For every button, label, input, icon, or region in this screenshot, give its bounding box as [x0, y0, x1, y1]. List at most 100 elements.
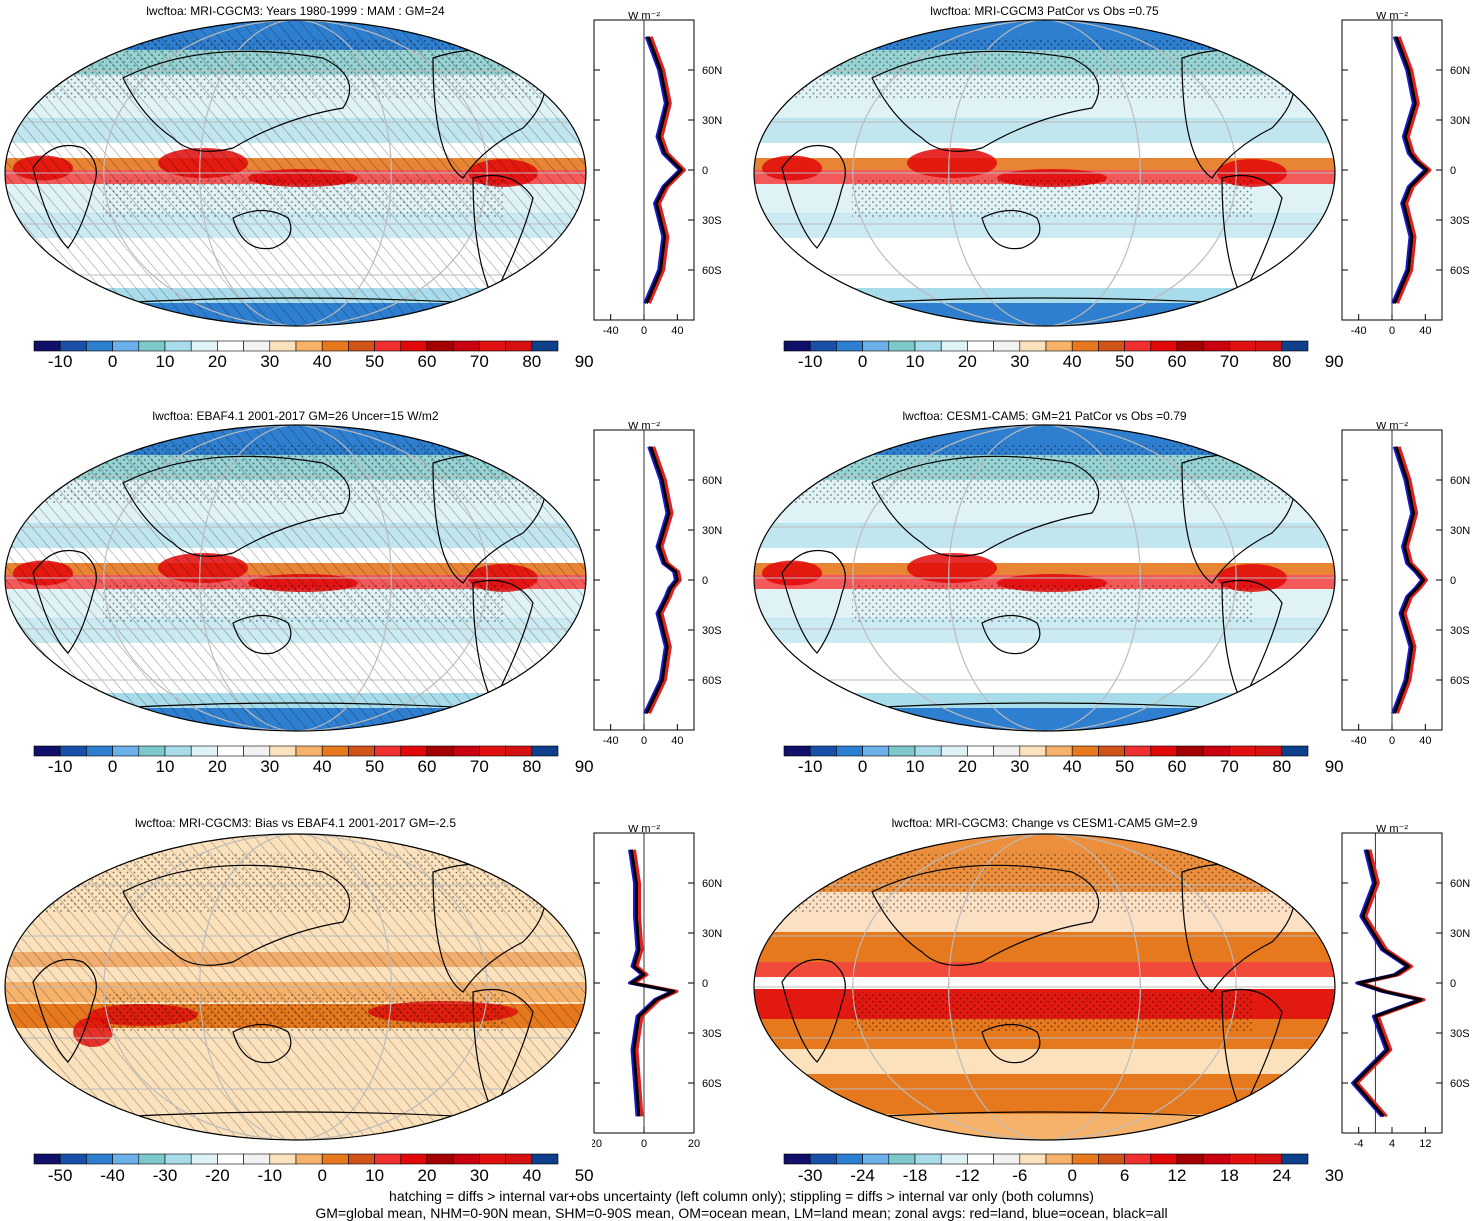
- colorbar-swatch: [1281, 1153, 1309, 1165]
- colorbar-swatch: [348, 340, 375, 352]
- colorbar-swatch: [1176, 1153, 1204, 1165]
- colorbar-label: 30: [1010, 352, 1030, 371]
- colorbar-label: 60: [1167, 757, 1187, 776]
- colorbar-label: 30: [1010, 757, 1030, 776]
- colorbar-swatch: [217, 1153, 244, 1165]
- colorbar-swatch: [426, 340, 454, 352]
- colorbar-swatch: [809, 745, 837, 757]
- colorbar-swatch: [1098, 745, 1125, 757]
- colorbar-swatch: [217, 340, 244, 352]
- footer-line-2: GM=global mean, NHM=0-90N mean, SHM=0-90…: [315, 1205, 1168, 1221]
- colorbar-label: 20: [207, 352, 227, 371]
- colorbar-label: 24: [1272, 1166, 1292, 1185]
- lat-label: 60N: [702, 475, 722, 487]
- colorbar-swatch: [888, 745, 916, 757]
- colorbar-swatch: [1255, 1153, 1283, 1165]
- lat-label: 60S: [1450, 265, 1470, 277]
- colorbar-swatch: [321, 1153, 349, 1165]
- colorbar-swatch: [914, 1153, 942, 1165]
- colorbar-swatch: [1098, 1153, 1125, 1165]
- colorbar-swatch: [1229, 1153, 1256, 1165]
- map-border: [4, 424, 587, 732]
- colorbar-label: 10: [155, 757, 175, 776]
- colorbar-label: 0: [107, 757, 118, 776]
- colorbar-swatch: [505, 340, 533, 352]
- colorbar-swatch: [321, 340, 349, 352]
- zonal-land-line: [1396, 36, 1432, 304]
- colorbar-label: 40: [522, 1166, 542, 1185]
- zonal-x-tick: -40: [1351, 325, 1367, 337]
- colorbar-swatch: [783, 1153, 811, 1165]
- colorbar-swatch: [1150, 1153, 1178, 1165]
- colorbar-swatch: [243, 1153, 271, 1165]
- lat-label: 0: [702, 165, 708, 177]
- colorbar-label: 0: [317, 1166, 327, 1185]
- colorbar-label: 70: [1219, 757, 1239, 776]
- colorbar-swatch: [940, 1153, 968, 1165]
- world-map: [4, 19, 587, 327]
- colorbar-label: 40: [312, 757, 332, 776]
- colorbar: [783, 340, 1309, 352]
- colorbar-label: 90: [574, 352, 594, 371]
- colorbar-swatch: [479, 745, 506, 757]
- colorbar-swatch: [138, 745, 166, 757]
- lat-label: 30N: [1450, 115, 1470, 127]
- lat-label: 0: [1450, 165, 1456, 177]
- colorbar-swatch: [783, 340, 811, 352]
- colorbar-swatch: [1071, 745, 1099, 757]
- colorbar-swatch: [505, 745, 533, 757]
- zonal-all-line: [645, 36, 683, 304]
- colorbar-swatch: [269, 1153, 297, 1165]
- colorbar-label: 80: [522, 757, 542, 776]
- lat-label: 0: [702, 978, 708, 990]
- colorbar-swatch: [374, 745, 402, 757]
- colorbar-swatch: [112, 745, 140, 757]
- colorbar-swatch: [862, 1153, 890, 1165]
- colorbar-swatch: [217, 745, 244, 757]
- colorbar-label: 90: [1324, 757, 1344, 776]
- colorbar-label: 20: [207, 757, 227, 776]
- colorbar-label: 12: [1167, 1166, 1187, 1185]
- colorbar-label: 90: [1324, 352, 1344, 371]
- zonal-mean-plot: W m⁻² 60N 30N 0 30S 60S -4 4 12: [1341, 825, 1470, 1150]
- colorbar-label: -18: [902, 1166, 928, 1185]
- lat-label: 30N: [1450, 928, 1470, 940]
- lat-label: 0: [702, 575, 708, 587]
- zonal-x-tick: -40: [1351, 735, 1367, 747]
- zonal-all-line: [645, 446, 679, 714]
- colorbar-label: 80: [1272, 757, 1292, 776]
- zonal-x-tick: 12: [1419, 1138, 1431, 1150]
- zonal-x-tick: 40: [671, 325, 683, 337]
- zonal-x-tick: 40: [671, 735, 683, 747]
- colorbar-label: 10: [905, 352, 925, 371]
- colorbar-swatch: [993, 340, 1021, 352]
- colorbar-label: 30: [260, 352, 280, 371]
- colorbar-label: -12: [955, 1166, 980, 1185]
- colorbar-label: 60: [417, 352, 437, 371]
- zonal-ocean-line: [643, 446, 677, 714]
- colorbar-label: 60: [1167, 352, 1187, 371]
- colorbar-label: 20: [957, 352, 977, 371]
- colorbar-swatch: [914, 745, 942, 757]
- panel-title: lwcftoa: MRI-CGCM3 PatCor vs Obs =0.75: [930, 4, 1159, 18]
- colorbar-swatch: [164, 340, 192, 352]
- lat-label: 60S: [702, 265, 722, 277]
- zonal-unit-label: W m⁻²: [1376, 825, 1408, 835]
- colorbar-label: 70: [1219, 352, 1239, 371]
- zonal-x-tick: 0: [1389, 325, 1395, 337]
- map-border: [4, 833, 587, 1141]
- colorbar-swatch: [1071, 1153, 1099, 1165]
- colorbar-swatch: [993, 1153, 1021, 1165]
- lat-label: 60S: [702, 675, 722, 687]
- colorbar-swatch: [243, 340, 271, 352]
- colorbar-swatch: [888, 1153, 916, 1165]
- colorbar-swatch: [1124, 340, 1152, 352]
- colorbar-label: 70: [469, 757, 489, 776]
- zonal-land-line: [648, 36, 686, 304]
- lat-label: 30S: [702, 625, 722, 637]
- zonal-x-tick: 4: [1389, 1138, 1395, 1150]
- zonal-mean-plot: W m⁻² 60N 30N 0 30S 60S -40 0 40: [593, 12, 722, 337]
- zonal-x-tick: 40: [1419, 735, 1431, 747]
- colorbar-label: -10: [47, 352, 73, 371]
- colorbar-label: 20: [417, 1166, 437, 1185]
